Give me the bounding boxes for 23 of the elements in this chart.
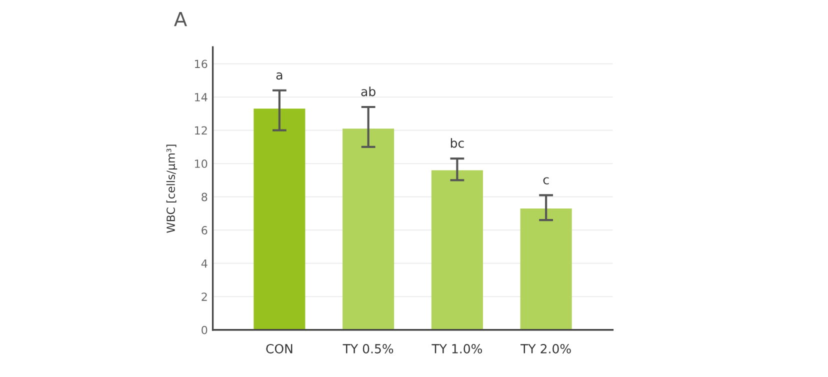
annotation: bc: [450, 138, 464, 148]
y-tick-label: 16: [195, 60, 208, 68]
bar: [520, 208, 572, 330]
y-tick-label: 6: [202, 226, 208, 234]
y-tick-label: 8: [202, 192, 208, 202]
x-tick-label: TY 2.0%: [520, 344, 571, 354]
y-tick-label: 12: [195, 126, 207, 135]
y-tick-label: 4: [201, 259, 208, 268]
x-tick-label: CON: [266, 344, 292, 354]
annotation: c: [543, 177, 549, 184]
y-tick-label: 14: [195, 93, 208, 102]
bar: [342, 128, 394, 330]
y-tick-label: 0: [202, 326, 208, 334]
y-tick-label: 2: [202, 292, 207, 301]
x-tick-label: TY 0.5%: [342, 344, 394, 354]
bar: [431, 170, 483, 330]
annotation: ab: [361, 86, 376, 96]
bar: [254, 108, 306, 330]
x-tick-label: TY 1.0%: [432, 344, 482, 354]
y-tick-label: 10: [195, 160, 208, 168]
annotation: a: [276, 72, 282, 80]
chart-title: A: [174, 12, 188, 26]
y-axis-title: WBC [cells/μm³]: [166, 144, 178, 233]
